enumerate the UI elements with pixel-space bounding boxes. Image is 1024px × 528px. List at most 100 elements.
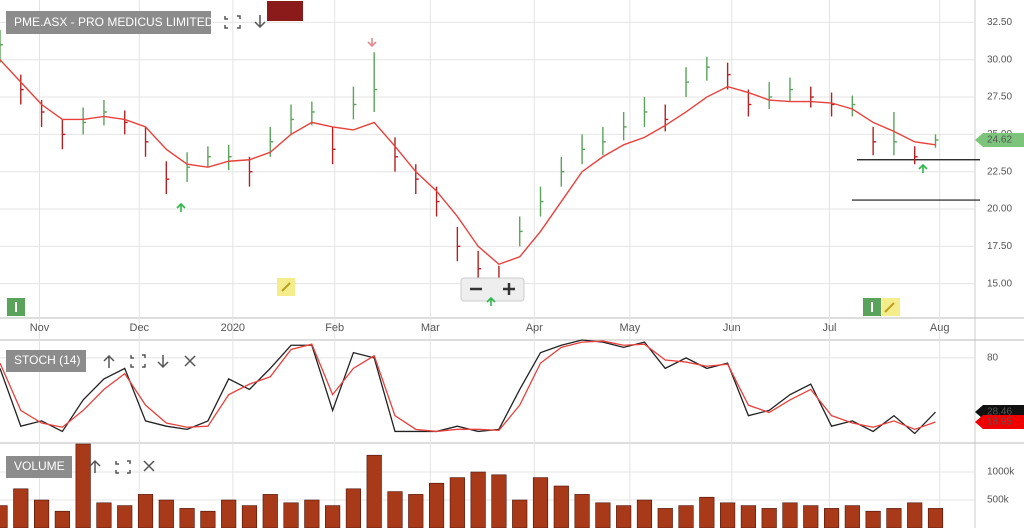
close-icon[interactable] <box>184 355 196 367</box>
buy-arrow <box>176 202 186 212</box>
y-tick-label: 80 <box>987 353 999 364</box>
up-icon[interactable] <box>103 354 115 368</box>
down-icon[interactable] <box>157 355 169 369</box>
color-swatch[interactable] <box>267 1 303 21</box>
chart-title: PME.ASX - PRO MEDICUS LIMITED <box>14 15 214 29</box>
volume-bar <box>574 494 590 528</box>
expand-icon[interactable] <box>130 354 146 368</box>
volume-bar <box>491 474 507 528</box>
info-glyph <box>15 302 17 312</box>
volume-bar <box>532 477 549 528</box>
volume-bar <box>13 488 29 528</box>
y-tick-label: 15.00 <box>987 278 1012 289</box>
volume-bar <box>699 496 715 528</box>
buy-arrow <box>486 296 496 306</box>
panel-title: STOCH (14) <box>14 353 80 367</box>
x-tick-label: Apr <box>526 322 543 334</box>
volume-bar <box>304 499 320 528</box>
title-box <box>6 456 72 478</box>
up-icon[interactable] <box>89 459 101 473</box>
x-tick-label: Dec <box>130 322 150 334</box>
volume-bar <box>117 505 133 528</box>
stoch-line <box>0 340 936 433</box>
volume-bar <box>75 443 91 528</box>
volume-bar <box>345 488 361 528</box>
x-tick-label: Feb <box>325 322 344 334</box>
volume-bar <box>179 508 195 528</box>
volume-bar <box>865 510 881 528</box>
x-tick-label: Mar <box>421 322 440 334</box>
zoom-in[interactable] <box>503 283 515 295</box>
overlay: PME.ASX - PRO MEDICUS LIMITED STOCH (14)… <box>6 1 928 478</box>
volume-bar <box>927 508 944 528</box>
volume-bar <box>366 454 382 528</box>
x-tick-label: Jun <box>723 322 741 334</box>
x-tick-label: Nov <box>30 322 50 334</box>
volume-bar <box>907 502 923 528</box>
volume-bar <box>512 499 528 528</box>
expand-icon[interactable] <box>115 460 131 474</box>
y-tick-label: 32.50 <box>987 17 1012 28</box>
volume-bar <box>678 505 694 528</box>
last-value-label: 18.95 <box>987 417 1012 428</box>
volume-bar <box>553 485 569 528</box>
volume-bar <box>96 502 112 528</box>
volume-bar <box>34 499 50 528</box>
value-badge <box>975 133 1024 148</box>
volume-bar <box>262 494 278 528</box>
buy-arrow <box>918 163 928 173</box>
value-badge <box>975 415 1024 430</box>
volume-bar <box>782 502 798 528</box>
volume-bar <box>761 508 777 528</box>
volume-bar <box>0 505 8 528</box>
volume-bar <box>200 510 216 528</box>
volume-bar <box>449 477 465 528</box>
close-icon[interactable] <box>143 460 155 472</box>
y-tick-label: 20.00 <box>987 204 1012 215</box>
volume-bar <box>595 502 611 528</box>
volume-bar <box>241 505 258 528</box>
volume-bar <box>636 499 653 528</box>
last-value-label: 28.46 <box>987 407 1012 418</box>
volume-bar <box>325 505 341 528</box>
x-tick-label: 2020 <box>221 322 245 334</box>
y-tick-label: 500k <box>987 495 1010 506</box>
volume-bar <box>387 491 403 528</box>
volume-bar <box>428 482 445 528</box>
title-box <box>6 11 211 34</box>
down-icon[interactable] <box>254 15 266 29</box>
y-tick-label: 1000k <box>987 467 1015 478</box>
volume-bar <box>616 505 632 528</box>
y-tick-label: 17.50 <box>987 241 1012 252</box>
volume-bar <box>408 494 424 528</box>
volume-bar <box>221 499 237 528</box>
volume-bar <box>886 508 902 528</box>
volume-bar <box>844 505 860 528</box>
moving-average <box>0 59 936 266</box>
y-tick-label: 30.00 <box>987 54 1012 65</box>
volume-bar <box>740 505 756 528</box>
info-glyph <box>871 302 873 312</box>
volume-bar <box>54 510 70 528</box>
y-tick-label: 22.50 <box>987 166 1012 177</box>
sell-arrow <box>367 38 377 48</box>
volume-bar <box>823 508 840 528</box>
x-tick-label: Aug <box>930 322 950 334</box>
x-tick-label: May <box>620 322 641 334</box>
volume-bar <box>470 471 486 528</box>
title-box <box>6 350 86 372</box>
volume-bar <box>657 508 673 528</box>
volume-bar <box>137 494 154 528</box>
y-tick-label: 27.50 <box>987 92 1012 103</box>
expand-icon[interactable] <box>224 15 241 29</box>
x-tick-label: Jul <box>822 322 836 334</box>
volume-bar <box>720 502 736 528</box>
volume-bar <box>158 499 174 528</box>
volume-bar <box>803 505 819 528</box>
volume-bar <box>283 502 299 528</box>
